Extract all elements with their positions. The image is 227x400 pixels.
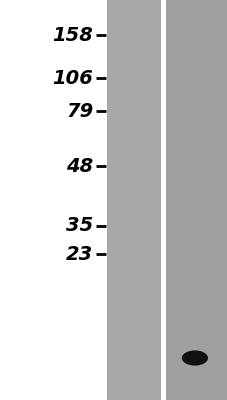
Text: 23: 23 bbox=[66, 244, 93, 264]
Text: 158: 158 bbox=[52, 26, 93, 45]
Text: 79: 79 bbox=[66, 102, 93, 121]
Text: 48: 48 bbox=[66, 156, 93, 176]
Ellipse shape bbox=[181, 350, 207, 366]
Bar bbox=[107, 0, 160, 400]
Bar bbox=[165, 0, 227, 400]
Text: 106: 106 bbox=[52, 68, 93, 88]
Text: 35: 35 bbox=[66, 216, 93, 236]
Bar bbox=[160, 0, 165, 400]
